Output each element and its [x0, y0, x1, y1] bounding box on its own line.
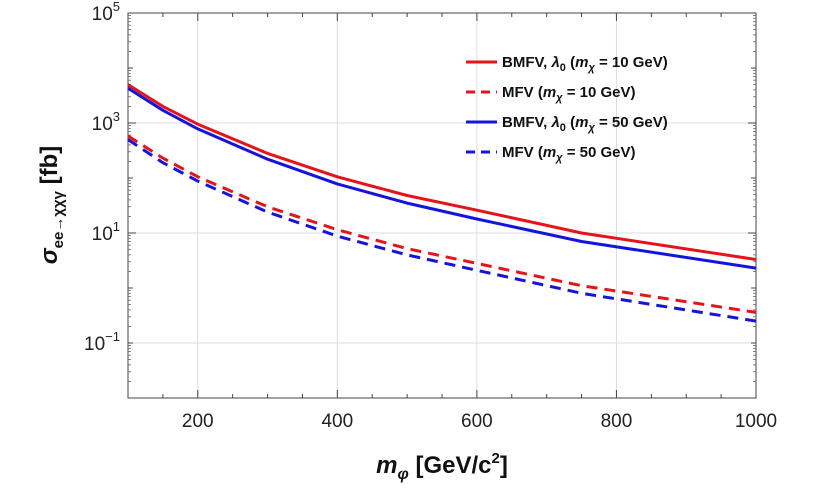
- y-tick-base: 10: [84, 334, 105, 355]
- x-tick-label: 200: [182, 411, 214, 432]
- legend-lambda: λ: [550, 114, 559, 131]
- legend-text-part: MFV (: [502, 84, 543, 101]
- legend-entry-3: BMFV, λ0 (mχ = 50 GeV): [502, 114, 668, 134]
- legend-mass: m: [543, 144, 556, 161]
- legend-lambda-sub: 0: [560, 62, 566, 74]
- x-label-units: [GeV/c: [409, 452, 492, 479]
- y-tick-label: 101: [92, 219, 120, 245]
- series-line-2: [127, 134, 757, 314]
- x-label-close: ]: [500, 452, 508, 479]
- legend-lambda-sub: 0: [560, 122, 566, 134]
- x-tick-label: 1000: [735, 411, 777, 432]
- legend-text-part: = 50 GeV): [595, 114, 668, 131]
- y-tick-label: 105: [92, 0, 120, 25]
- legend: BMFV, λ0 (mχ = 10 GeV)MFV (mχ = 10 GeV)B…: [466, 54, 668, 164]
- series-line-1: [127, 83, 757, 261]
- legend-entry-4: MFV (mχ = 50 GeV): [502, 144, 636, 164]
- legend-text-part: (: [566, 54, 575, 71]
- legend-text-part: BMFV,: [502, 54, 551, 71]
- y-label-sub: ee→χχγ: [50, 190, 67, 248]
- legend-mass-sub: χ: [555, 152, 563, 164]
- legend-text-part: = 10 GeV): [563, 84, 636, 101]
- legend-mass-sub: χ: [587, 122, 595, 134]
- series-line-3: [127, 86, 757, 270]
- series-lines: [127, 83, 757, 323]
- x-label-symbol: m: [376, 452, 397, 479]
- y-tick-exponent: 5: [113, 0, 120, 14]
- y-tick-exponent: 1: [113, 219, 120, 234]
- legend-text-part: (: [566, 114, 575, 131]
- x-label-sup: 2: [491, 450, 499, 467]
- y-tick-base: 10: [92, 224, 113, 245]
- legend-text-part: MFV (: [502, 144, 543, 161]
- y-label-units: [fb]: [36, 146, 63, 191]
- x-label-sub: φ: [398, 466, 409, 483]
- legend-mass: m: [543, 84, 556, 101]
- y-tick-base: 10: [92, 114, 113, 135]
- legend-mass: m: [575, 54, 588, 71]
- legend-mass-sub: χ: [555, 92, 563, 104]
- legend-mass: m: [575, 114, 588, 131]
- grid: [128, 13, 756, 398]
- legend-text-part: = 50 GeV): [563, 144, 636, 161]
- legend-lambda: λ: [550, 54, 559, 71]
- x-tick-label: 800: [601, 411, 633, 432]
- legend-entry-1: BMFV, λ0 (mχ = 10 GeV): [502, 54, 668, 74]
- x-axis-label: mφ [GeV/c2]: [376, 450, 508, 483]
- series-line-4: [127, 138, 757, 323]
- x-tick-label: 600: [461, 411, 493, 432]
- y-tick-base: 10: [92, 4, 113, 25]
- legend-text-part: BMFV,: [502, 114, 551, 131]
- legend-mass-sub: χ: [587, 62, 595, 74]
- x-tick-label: 400: [321, 411, 353, 432]
- y-tick-label: 103: [92, 109, 120, 135]
- legend-text-part: = 10 GeV): [595, 54, 668, 71]
- y-tick-exponent: 3: [113, 109, 120, 124]
- y-tick-label: 10−1: [84, 329, 120, 355]
- y-label-symbol: σ: [36, 247, 63, 264]
- y-tick-exponent: −1: [105, 329, 120, 344]
- legend-entry-2: MFV (mχ = 10 GeV): [502, 84, 636, 104]
- y-axis-label: σee→χχγ [fb]: [36, 146, 67, 265]
